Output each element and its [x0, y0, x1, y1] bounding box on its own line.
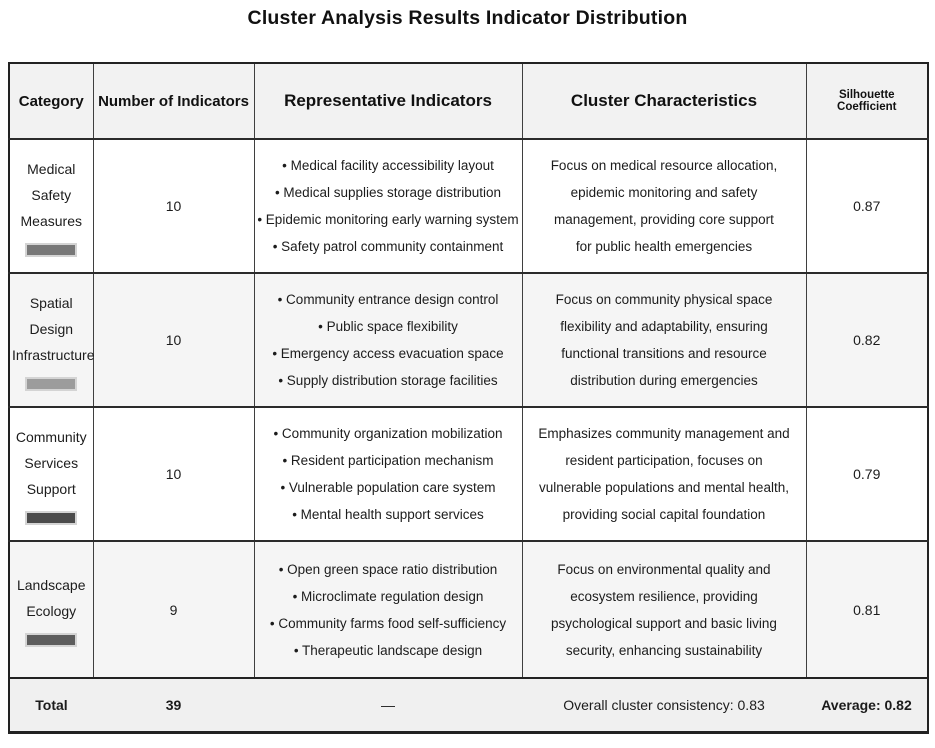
characteristics-line: psychological support and basic living	[551, 615, 777, 631]
cluster-characteristics-cell: Emphasizes community management and resi…	[521, 406, 807, 542]
category-name-line: Community	[15, 428, 87, 445]
category-cell: Medical Safety Measures	[8, 138, 94, 274]
indicator-count-cell: 10	[92, 406, 255, 542]
indicator-count: 10	[165, 466, 182, 482]
characteristics-line: resident participation, focuses on	[565, 453, 763, 468]
characteristics-line: providing social capital foundation	[562, 507, 766, 522]
indicator-item: • Microclimate regulation design	[292, 588, 484, 604]
characteristics-line: security, enhancing sustainability	[565, 642, 763, 658]
characteristics-line: Focus on medical resource allocation,	[550, 158, 778, 173]
indicator-item: • Emergency access evacuation space	[272, 346, 504, 361]
indicator-count: 9	[169, 601, 178, 618]
category-name-line: Ecology	[26, 603, 77, 619]
category-name-line: Infrastructure	[12, 346, 95, 363]
cluster-characteristics-cell: Focus on medical resource allocation, ep…	[521, 138, 807, 274]
category-name-line: Services	[24, 454, 79, 471]
category-cell: Landscape Ecology	[8, 540, 94, 679]
cluster-characteristics-cell: Focus on environmental quality and ecosy…	[521, 540, 807, 679]
indicator-item: • Public space flexibility	[318, 319, 458, 334]
category-name-line: Spatial Design	[29, 294, 74, 337]
header-silhouette-coefficient: Silhouette Coefficient	[805, 62, 929, 140]
indicator-item: • Medical supplies storage distribution	[274, 185, 502, 200]
header-indicator-count: Number of Indicators	[92, 62, 255, 140]
category-name-line: Landscape	[16, 577, 86, 593]
indicator-item: • Mental health support services	[292, 507, 484, 522]
category-name-line: Measures	[20, 212, 82, 229]
silhouette-value: 0.82	[853, 332, 881, 348]
category-name-line: Medical	[27, 160, 76, 177]
page-title: Cluster Analysis Results Indicator Distr…	[247, 7, 688, 29]
indicator-item: • Medical facility accessibility layout	[282, 158, 494, 173]
indicator-count-cell: 10	[92, 138, 255, 274]
indicator-item: • Therapeutic landscape design	[293, 642, 483, 658]
characteristics-line: distribution during emergencies	[570, 373, 758, 388]
characteristics-line: vulnerable populations and mental health…	[539, 480, 789, 495]
characteristics-line: for public health emergencies	[575, 239, 753, 254]
indicator-item: • Vulnerable population care system	[280, 480, 496, 495]
characteristics-line: Focus on environmental quality and	[557, 561, 771, 577]
characteristics-line: functional transitions and resource	[561, 346, 767, 361]
representative-indicators-cell: • Open green space ratio distribution • …	[253, 540, 523, 679]
category-color-bar	[25, 242, 78, 257]
total-label: Total	[9, 677, 93, 733]
silhouette-cell: 0.87	[805, 138, 929, 274]
characteristics-line: epidemic monitoring and safety	[570, 185, 758, 200]
representative-indicators-cell: • Medical facility accessibility layout …	[253, 138, 523, 274]
category-cell: Community Services Support	[8, 406, 94, 542]
characteristics-line: flexibility and adaptability, ensuring	[560, 319, 768, 334]
table-row-community-services: Community Services Support 10 • Communit…	[8, 406, 929, 542]
indicator-item: • Safety patrol community containment	[272, 239, 504, 254]
table-row-medical-safety: Medical Safety Measures 10 • Medical fac…	[8, 138, 929, 274]
cluster-analysis-table: Category Number of Indicators Representa…	[8, 62, 929, 734]
indicator-item: • Resident participation mechanism	[282, 453, 494, 468]
silhouette-value: 0.87	[853, 198, 881, 214]
header-cluster-characteristics: Cluster Characteristics	[521, 62, 807, 140]
indicator-count-cell: 10	[92, 272, 255, 408]
overall-consistency: Overall cluster consistency: 0.83	[522, 677, 806, 733]
indicator-item: • Open green space ratio distribution	[278, 561, 498, 577]
indicator-item: • Epidemic monitoring early warning syst…	[257, 212, 519, 227]
category-color-bar	[25, 510, 78, 525]
header-category: Category	[8, 62, 94, 140]
representative-indicators-cell: • Community entrance design control • Pu…	[253, 272, 523, 408]
characteristics-line: Emphasizes community management and	[538, 426, 790, 441]
category-cell: Spatial Design Infrastructure	[8, 272, 95, 408]
cluster-characteristics-cell: Focus on community physical space flexib…	[521, 272, 807, 408]
characteristics-line: ecosystem resilience, providing	[570, 588, 758, 604]
table-row-total: Total 39 — Overall cluster consistency: …	[9, 677, 928, 733]
silhouette-cell: 0.79	[805, 406, 929, 542]
indicator-item: • Supply distribution storage facilities	[278, 373, 498, 388]
indicator-item: • Community organization mobilization	[273, 426, 503, 441]
header-representative-indicators: Representative Indicators	[253, 62, 523, 140]
silhouette-cell: 0.82	[805, 272, 929, 408]
table-row-spatial-design: Spatial Design Infrastructure 10 • Commu…	[8, 272, 929, 408]
representative-indicators-cell: • Community organization mobilization • …	[253, 406, 523, 542]
characteristics-line: Focus on community physical space	[555, 292, 773, 307]
indicator-item: • Community entrance design control	[277, 292, 499, 307]
category-name-line: Support	[26, 480, 76, 497]
category-color-bar	[25, 376, 78, 391]
silhouette-value: 0.79	[853, 466, 881, 482]
total-dash: —	[254, 677, 522, 733]
characteristics-line: management, providing core support	[554, 212, 774, 227]
indicator-count: 10	[165, 332, 182, 348]
silhouette-cell: 0.81	[805, 540, 929, 679]
category-name-line: Safety	[31, 186, 72, 203]
category-color-bar	[25, 633, 78, 647]
table-row-landscape-ecology: Landscape Ecology 9 • Open green space r…	[8, 540, 929, 679]
indicator-item: • Community farms food self-sufficiency	[269, 615, 507, 631]
total-indicator-count: 39	[93, 677, 254, 733]
average-silhouette: Average: 0.82	[806, 677, 928, 733]
silhouette-value: 0.81	[853, 601, 881, 618]
header-row: Category Number of Indicators Representa…	[8, 62, 929, 140]
indicator-count: 10	[165, 198, 182, 214]
indicator-count-cell: 9	[92, 540, 255, 679]
